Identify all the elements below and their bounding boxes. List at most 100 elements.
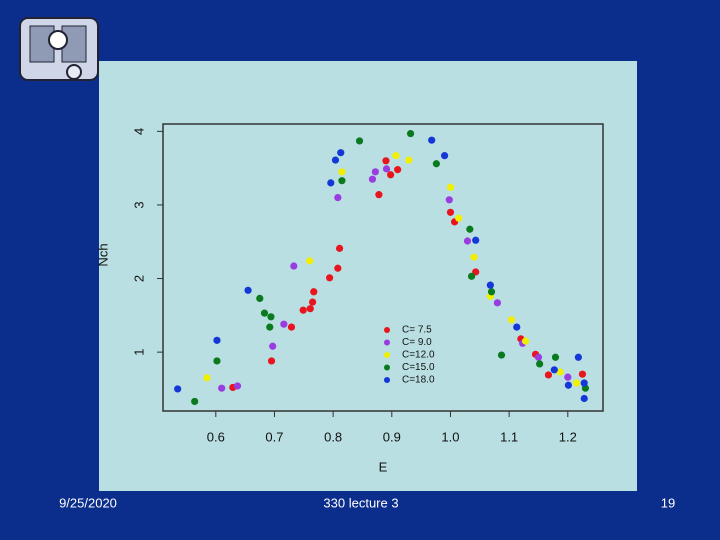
plot-panel <box>99 61 637 491</box>
data-point <box>309 298 317 306</box>
data-point <box>266 323 274 331</box>
x-tick-label: 1.1 <box>500 429 518 444</box>
data-point <box>267 313 275 321</box>
data-point <box>463 237 472 245</box>
data-point <box>306 305 314 313</box>
data-point <box>382 157 390 165</box>
data-point <box>306 257 314 265</box>
data-point <box>267 357 276 365</box>
data-point <box>218 384 226 392</box>
data-point <box>428 136 436 144</box>
legend-label: C= 7.5 <box>402 325 432 336</box>
data-point <box>513 323 521 331</box>
data-point <box>534 353 543 361</box>
data-point <box>455 214 463 222</box>
legend-marker <box>384 364 390 371</box>
data-point <box>326 274 334 282</box>
data-point <box>487 288 496 296</box>
y-tick-label: 4 <box>131 128 146 135</box>
data-point <box>497 351 506 359</box>
data-point <box>446 183 455 191</box>
data-point <box>405 156 413 164</box>
data-point <box>432 160 440 168</box>
y-tick-label: 1 <box>131 349 146 356</box>
data-point <box>550 366 558 374</box>
data-point <box>406 129 415 138</box>
data-point <box>394 166 402 174</box>
data-point <box>269 342 277 350</box>
data-point <box>556 368 564 376</box>
data-point <box>574 353 582 361</box>
x-tick-label: 1.2 <box>559 429 577 444</box>
data-point <box>287 323 296 331</box>
y-tick-label: 3 <box>131 201 146 208</box>
data-point <box>507 316 516 324</box>
data-point <box>331 156 340 164</box>
data-point <box>564 381 572 389</box>
data-point <box>338 168 346 176</box>
data-point <box>564 373 572 381</box>
data-point <box>486 281 494 289</box>
data-point <box>472 236 480 244</box>
data-point <box>368 175 377 183</box>
data-point <box>521 337 530 345</box>
legend-marker <box>384 339 390 346</box>
engine-icon <box>19 17 99 81</box>
data-point <box>371 168 379 176</box>
data-point <box>441 152 449 160</box>
data-point <box>338 177 346 185</box>
legend-marker <box>384 352 390 358</box>
data-point <box>260 309 269 317</box>
x-axis-label: E <box>379 459 388 474</box>
data-point <box>334 264 342 272</box>
y-axis-label: Nch <box>95 243 110 266</box>
data-point <box>334 193 342 202</box>
data-point <box>280 320 288 328</box>
x-tick-label: 1.0 <box>441 429 459 444</box>
data-point <box>213 357 221 365</box>
data-point <box>470 253 478 261</box>
legend-label: C= 9.0 <box>402 337 432 348</box>
data-point <box>335 244 344 252</box>
data-point <box>580 394 588 403</box>
x-tick-label: 0.9 <box>383 429 401 444</box>
data-point <box>573 379 581 387</box>
x-tick-label: 0.6 <box>207 429 225 444</box>
data-point <box>337 149 345 157</box>
data-point <box>382 165 391 173</box>
data-point <box>213 336 221 344</box>
x-tick-label: 0.8 <box>324 429 342 444</box>
data-point <box>536 360 544 368</box>
data-point <box>580 379 588 387</box>
data-point <box>544 371 553 379</box>
data-point <box>191 397 199 406</box>
footer-date: 9/25/2020 <box>59 495 117 510</box>
data-point <box>445 196 453 204</box>
x-tick-label: 0.7 <box>265 429 283 444</box>
data-point <box>375 191 383 199</box>
data-point <box>467 272 476 280</box>
data-point <box>233 382 242 390</box>
data-point <box>466 225 474 233</box>
data-point <box>392 152 400 160</box>
legend-label: C=15.0 <box>402 362 435 373</box>
data-point <box>244 286 252 294</box>
legend-marker <box>384 327 390 333</box>
plot-frame <box>162 123 604 412</box>
data-point <box>174 385 182 393</box>
data-point <box>299 306 307 314</box>
data-point <box>310 288 318 296</box>
data-point <box>578 370 587 378</box>
data-point <box>551 353 560 361</box>
legend-marker <box>384 377 390 383</box>
data-point <box>355 137 364 145</box>
data-point <box>290 262 298 270</box>
data-point <box>327 179 335 187</box>
data-point <box>203 374 211 382</box>
footer-title: 330 lecture 3 <box>323 495 398 510</box>
footer-page: 19 <box>661 495 675 510</box>
y-tick-label: 2 <box>131 275 146 282</box>
data-point <box>446 208 455 216</box>
